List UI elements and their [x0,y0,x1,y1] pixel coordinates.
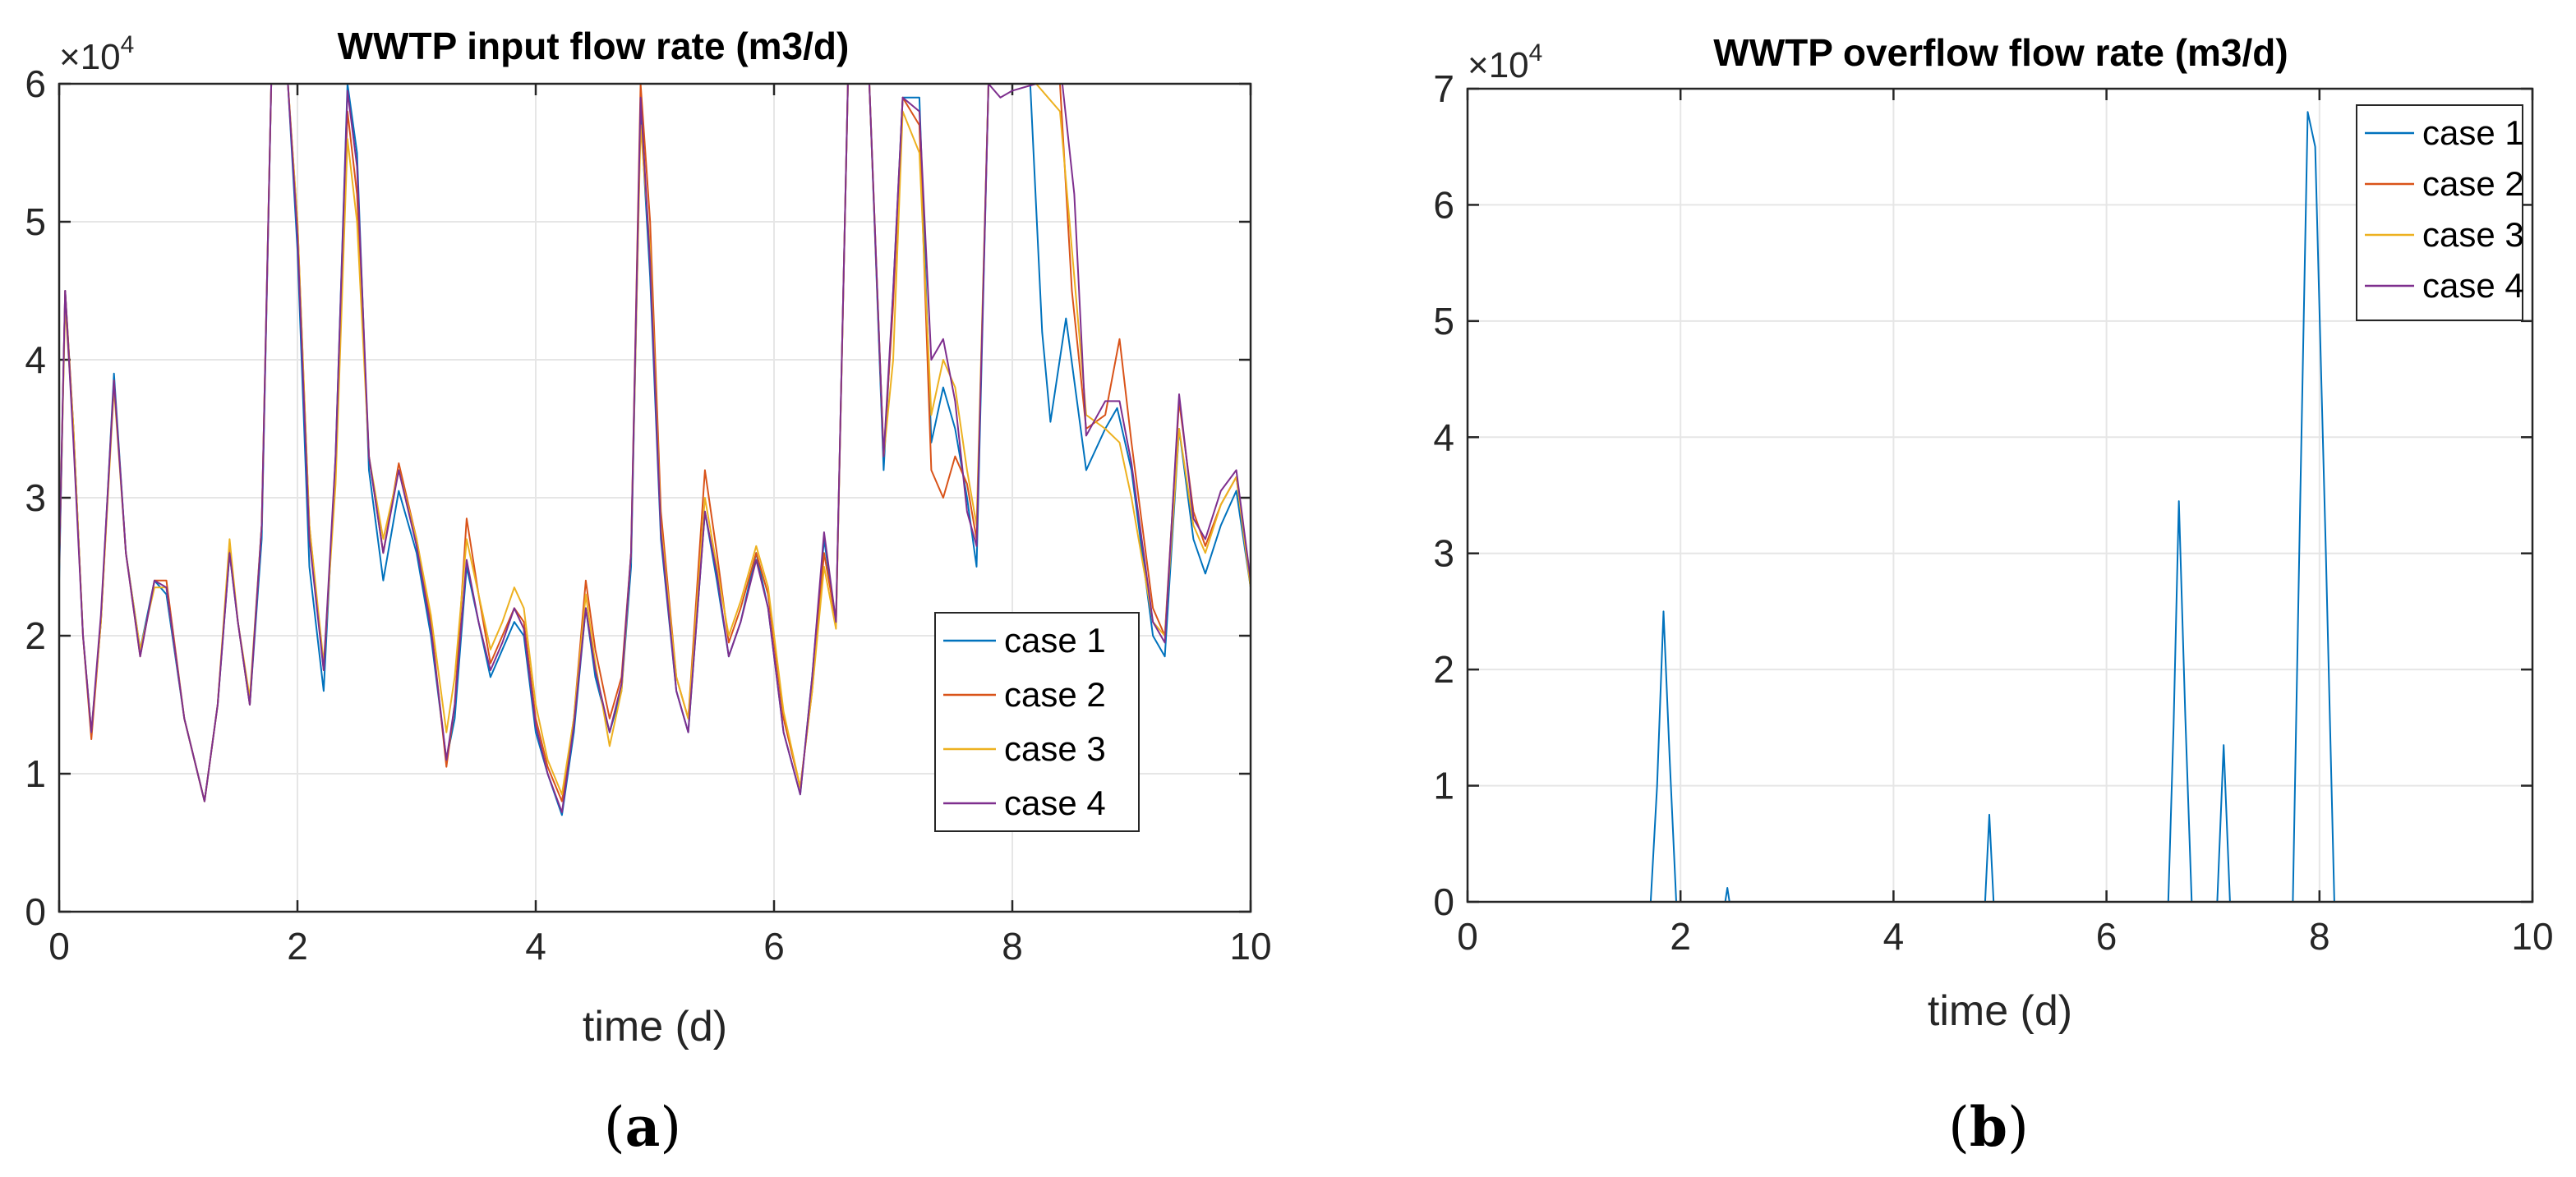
legend-label: case 2 [1004,675,1106,714]
legend-label: case 4 [1004,784,1106,822]
series-line-case-1 [1468,111,2532,903]
multiplier-base: ×10 [1468,45,1529,85]
y-tick-label: 3 [1433,532,1454,575]
y-tick-label: 5 [1433,300,1454,343]
legend-box [934,612,1140,832]
chart-title: WWTP input flow rate (m3/d) [338,25,850,67]
legend-label: case 3 [1004,729,1106,768]
x-tick-label: 6 [2096,915,2117,958]
axes-box [1466,87,2534,903]
x-tick-label: 8 [1002,925,1023,968]
y-tick-label: 7 [1433,67,1454,110]
legend-label: case 4 [2422,266,2524,305]
x-tick-label: 2 [1670,915,1691,958]
axis-ticks: 0 2 4 6 8 10 0 1 2 3 4 5 6 [25,62,1271,968]
panel-a: WWTP input flow rate (m3/d) ×104 0 2 4 6 8 10… [25,25,1271,1159]
y-axis-multiplier: ×104 [1468,39,1542,85]
chart-title: WWTP overflow flow rate (m3/d) [1713,31,2288,74]
y-tick-label: 4 [1433,416,1454,458]
y-tick-label: 2 [1433,648,1454,691]
y-tick-label: 4 [25,338,46,381]
x-tick-label: 4 [525,925,546,968]
y-tick-label: 1 [25,752,46,795]
legend: case 1 case 2 case 3 case 4 [934,612,1140,832]
x-tick-label: 4 [1883,915,1905,958]
y-tick-label: 3 [25,476,46,519]
panel-caption: (a) [604,1095,681,1159]
panel-caption-letter: b [1970,1095,2007,1159]
y-tick-label: 5 [25,200,46,243]
legend-label: case 2 [2422,164,2524,203]
y-tick-label: 6 [1433,183,1454,226]
x-axis-label: time (d) [1928,987,2072,1035]
legend-label: case 1 [2422,113,2524,152]
x-tick-label: 6 [763,925,785,968]
y-tick-label: 1 [1433,765,1454,807]
legend-box [2356,104,2523,321]
axis-ticks: 0 2 4 6 8 10 0 1 2 3 4 5 6 7 [1433,67,2553,958]
panel-caption-letter: a [625,1095,661,1159]
x-tick-label: 0 [48,925,70,968]
legend-label: case 1 [1004,621,1106,660]
axes-box [58,82,1252,913]
x-tick-label: 8 [2309,915,2330,958]
y-tick-label: 2 [25,614,46,657]
legend-label: case 3 [2422,215,2524,254]
x-tick-label: 10 [1229,925,1271,968]
y-tick-label: 6 [25,62,46,105]
y-tick-label: 0 [25,890,46,933]
series-line-case-4 [58,83,1251,813]
y-axis-multiplier: ×104 [59,31,134,77]
multiplier-exponent: 4 [121,31,135,58]
multiplier-base: ×10 [59,37,121,77]
legend: case 1 case 2 case 3 case 4 [2356,104,2524,321]
y-tick-label: 0 [1433,880,1454,923]
x-tick-label: 2 [287,925,308,968]
multiplier-exponent: 4 [1529,39,1543,67]
x-tick-label: 0 [1457,915,1478,958]
x-tick-label: 10 [2511,915,2553,958]
x-axis-label: time (d) [583,1003,727,1051]
panel-caption: (b) [1948,1095,2029,1159]
